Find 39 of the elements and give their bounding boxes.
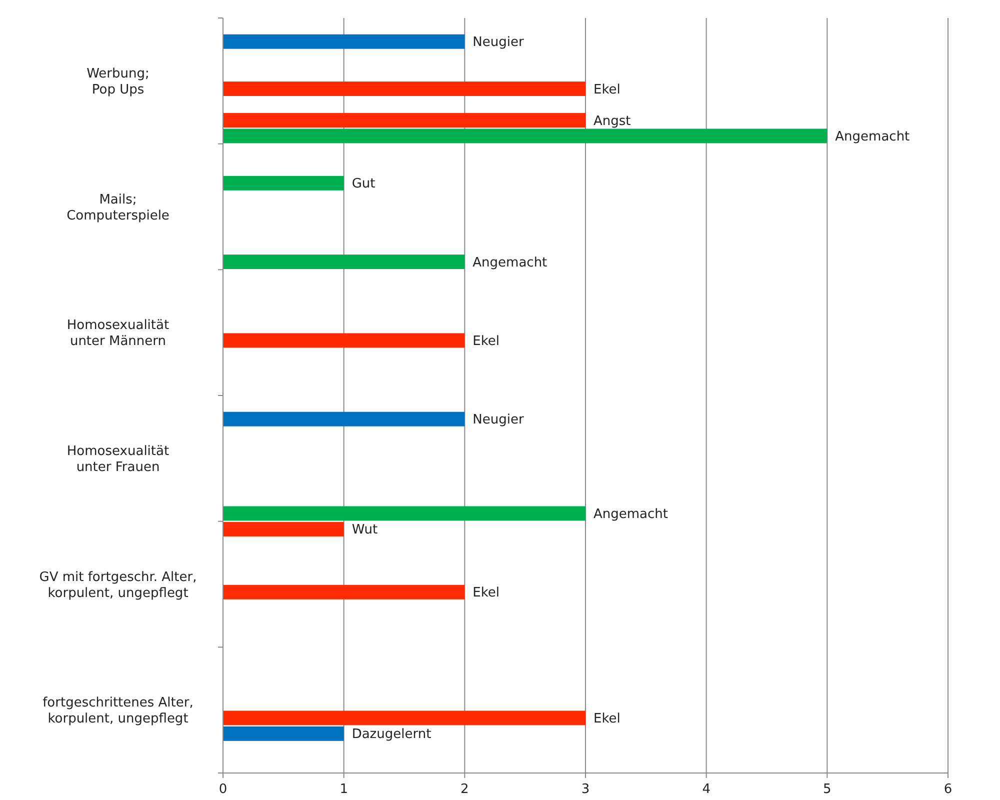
bar — [223, 176, 344, 190]
y-tick-label: Homosexualität unter Männern — [66, 318, 170, 350]
bar — [223, 412, 465, 426]
bar — [223, 506, 586, 521]
series-label: Ekel — [594, 82, 620, 98]
y-tick-label: GV mit fortgeschr. Alter, korpulent, ungepflegt — [39, 570, 197, 601]
y-tick-label: Homosexualität unter Frauen — [66, 444, 170, 475]
series-label: Dazugelernt — [352, 727, 432, 742]
text: Ekel — [472, 586, 500, 601]
bar — [223, 584, 465, 600]
series-label: Neugier — [472, 35, 524, 50]
bar — [223, 254, 465, 270]
series-label: Wut — [352, 522, 378, 538]
series-label: Angemacht — [835, 130, 910, 145]
text: Neugier — [472, 412, 524, 428]
x-tick-label: 1 — [340, 782, 348, 797]
x-tick-label: 5 — [823, 782, 832, 797]
text: Angemacht — [472, 255, 548, 270]
text: Ekel — [594, 712, 620, 726]
x-tick-label: 3 — [581, 782, 590, 797]
y-tick-label: Mails; Computerspiele — [66, 192, 170, 224]
x-tick-label: 0 — [218, 782, 228, 797]
x-tick-label: 6 — [944, 782, 952, 797]
x-tick-label: 4 — [702, 782, 710, 797]
text: Angemacht — [594, 507, 668, 522]
text: Ekel — [472, 334, 500, 349]
bar — [223, 710, 586, 726]
series-label: Gut — [352, 176, 376, 192]
bar — [223, 128, 828, 144]
series-label: Angst — [594, 114, 631, 129]
bar — [223, 333, 465, 348]
bar — [223, 113, 586, 128]
y-tick-label: Werbung; Pop Ups — [86, 66, 150, 98]
y-tick-label: fortgeschrittenes Alter, korpulent, ungepflegt — [42, 696, 194, 727]
bar — [223, 34, 465, 49]
bar — [223, 726, 344, 741]
x-tick-label: 2 — [460, 782, 469, 797]
bar — [223, 522, 344, 536]
bar — [223, 82, 586, 96]
